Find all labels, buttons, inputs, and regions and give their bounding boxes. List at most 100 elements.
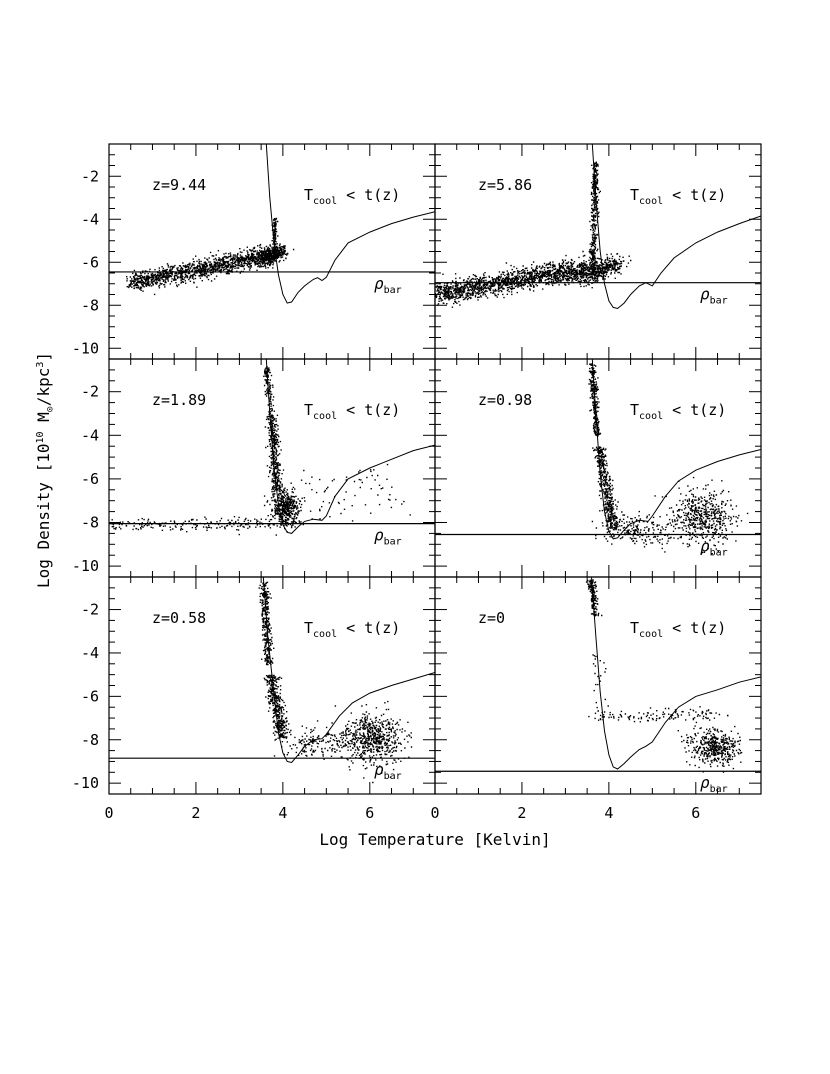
panel-2: z=5.86 Tcool < t(z) ρbar [434, 143, 762, 360]
particle-points [110, 366, 411, 536]
rho-symbol: ρ [374, 274, 384, 293]
rho-symbol: ρ [374, 760, 384, 779]
tcool-subscript: cool [313, 411, 337, 422]
ticks [108, 358, 436, 578]
x-tick-label: 6 [691, 804, 700, 822]
particle-scatter [126, 217, 295, 296]
y-tick-label: -4 [81, 210, 99, 228]
x-axis-title: Log Temperature [Kelvin] [319, 830, 550, 849]
rho-bar-label: ρbar [700, 536, 728, 558]
y-tick-label: -4 [81, 426, 99, 444]
x-tick-label: 0 [430, 804, 439, 822]
tcool-rest: < t(z) [663, 186, 726, 204]
y-tick-label: -10 [72, 339, 99, 357]
cooling-criterion-label: Tcool < t(z) [630, 619, 726, 640]
rho-subscript: bar [384, 771, 402, 782]
rho-bar-label: ρbar [700, 285, 728, 307]
rho-subscript: bar [384, 285, 402, 296]
y-tick-label: -6 [81, 253, 99, 271]
cooling-curve [591, 144, 761, 310]
rho-subscript: bar [710, 296, 728, 307]
y-tick-label: -2 [81, 383, 99, 401]
x-tick-labels: 0 2 4 6 0 2 4 6 [104, 804, 700, 822]
rho-subscript: bar [710, 784, 728, 795]
rho-symbol: ρ [374, 526, 384, 545]
tcool-symbol: T [304, 619, 313, 637]
particle-points [258, 581, 413, 784]
x-tick-label: 2 [517, 804, 526, 822]
rho-bar-label: ρbar [374, 526, 402, 548]
cooling-criterion-label: Tcool < t(z) [630, 401, 726, 422]
particle-points [126, 217, 295, 296]
tcool-symbol: T [304, 186, 313, 204]
particle-scatter [110, 366, 411, 536]
y-tick-label: -8 [81, 296, 99, 314]
particle-scatter [585, 579, 743, 773]
particle-points [435, 161, 632, 308]
ticks [434, 358, 762, 578]
rho-symbol: ρ [700, 285, 710, 304]
cooling-curve [591, 577, 761, 770]
panel-6: z=0 Tcool < t(z) ρbar [434, 576, 762, 795]
cooling-criterion-label: Tcool < t(z) [304, 401, 400, 422]
tcool-rest: < t(z) [337, 186, 400, 204]
tcool-subscript: cool [313, 196, 337, 207]
redshift-label: z=9.44 [152, 176, 206, 194]
cooling-criterion-label: Tcool < t(z) [304, 619, 400, 640]
tcool-subscript: cool [639, 629, 663, 640]
ticks [434, 576, 762, 795]
y-tick-label: -2 [81, 601, 99, 619]
panel-1: z=9.44 Tcool < t(z) ρbar [108, 143, 436, 360]
tcool-symbol: T [630, 401, 639, 419]
x-tick-label: 2 [191, 804, 200, 822]
redshift-label: z=0 [478, 609, 505, 627]
x-tick-label: 4 [278, 804, 287, 822]
x-tick-label: 4 [604, 804, 613, 822]
ticks [108, 143, 436, 360]
tcool-subscript: cool [639, 411, 663, 422]
cooling-curve [262, 577, 435, 764]
particle-scatter [588, 363, 749, 555]
y-tick-label: -6 [81, 687, 99, 705]
y-tick-labels: -2 -4 -6 -8 -10 -2 -4 -6 -8 -10 -2 -4 -6 -8 -10 [72, 167, 99, 792]
cooling-curve [591, 359, 761, 540]
rho-bar-label: ρbar [700, 773, 728, 795]
y-tick-label: -10 [72, 774, 99, 792]
y-tick-label: -8 [81, 731, 99, 749]
rho-subscript: bar [710, 547, 728, 558]
particle-scatter [258, 581, 413, 784]
ticks [434, 143, 762, 360]
cooling-criterion-label: Tcool < t(z) [304, 186, 400, 207]
ticks [108, 576, 436, 795]
cooling-criterion-label: Tcool < t(z) [630, 186, 726, 207]
tcool-rest: < t(z) [337, 619, 400, 637]
x-tick-label: 0 [104, 804, 113, 822]
y-tick-label: -10 [72, 557, 99, 575]
particle-scatter [435, 161, 632, 308]
tcool-symbol: T [630, 186, 639, 204]
redshift-label: z=0.58 [152, 609, 206, 627]
redshift-label: z=1.89 [152, 391, 206, 409]
redshift-label: z=0.98 [478, 391, 532, 409]
particle-points [585, 579, 743, 773]
y-tick-label: -4 [81, 644, 99, 662]
panel-3: z=1.89 Tcool < t(z) ρbar [108, 358, 436, 578]
tcool-rest: < t(z) [337, 401, 400, 419]
y-tick-label: -6 [81, 470, 99, 488]
y-tick-label: -8 [81, 514, 99, 532]
y-axis-title: Log Density [1010 M⊙/kpc3] [34, 352, 56, 588]
tcool-symbol: T [630, 619, 639, 637]
cooling-curve [265, 144, 435, 304]
x-tick-label: 6 [365, 804, 374, 822]
panel-5: z=0.58 Tcool < t(z) ρbar [108, 576, 436, 795]
rho-subscript: bar [384, 537, 402, 548]
rho-bar-label: ρbar [374, 760, 402, 782]
tcool-rest: < t(z) [663, 401, 726, 419]
cooling-curve [265, 359, 435, 534]
particle-points [588, 363, 749, 555]
redshift-label: z=5.86 [478, 176, 532, 194]
panel-4: z=0.98 Tcool < t(z) ρbar [434, 358, 762, 578]
tcool-subscript: cool [313, 629, 337, 640]
